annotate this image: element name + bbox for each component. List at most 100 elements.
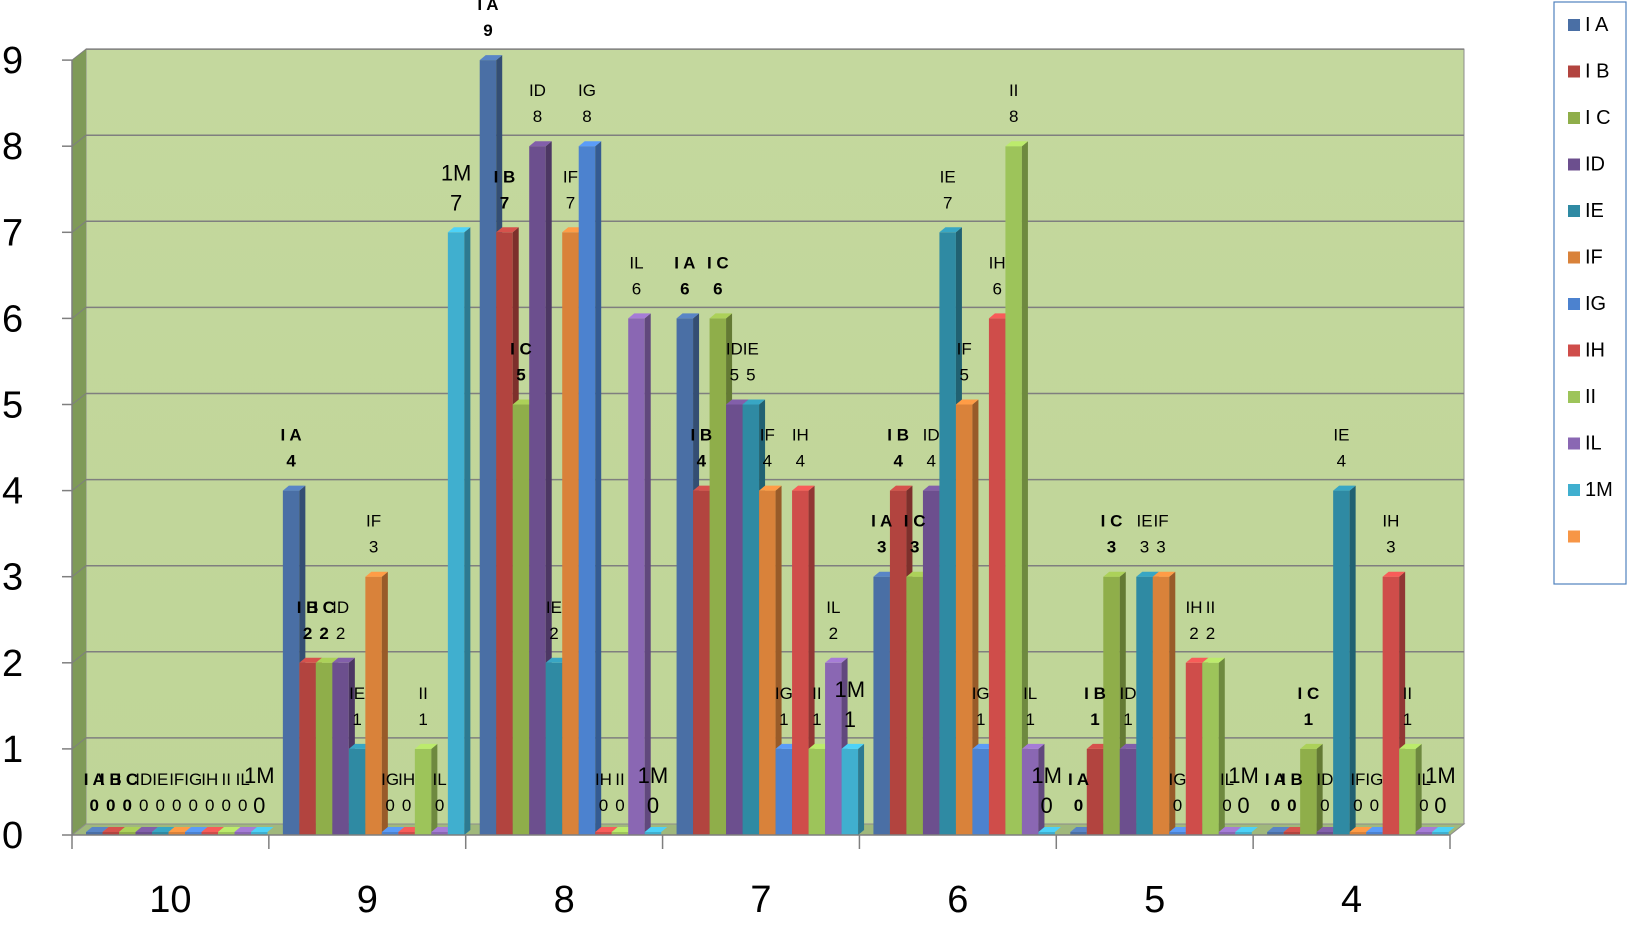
data-label-value: 6 — [632, 279, 641, 298]
bar — [1152, 576, 1170, 835]
bar-top — [332, 657, 355, 663]
bar-top — [234, 827, 257, 832]
bar-top — [201, 827, 224, 832]
legend-swatch — [1568, 158, 1580, 171]
data-label-value: 0 — [253, 793, 265, 818]
x-tick-label: 4 — [1341, 879, 1362, 921]
legend-swatch — [1568, 298, 1580, 310]
data-label-series-name: IL — [1023, 684, 1037, 703]
gridline-side — [71, 737, 87, 750]
legend-label: I C — [1585, 107, 1611, 129]
data-label-value: 8 — [1009, 107, 1018, 126]
data-label-series-name: IH — [1382, 512, 1399, 531]
legend-label: ID — [1585, 154, 1605, 176]
bar — [906, 576, 923, 835]
legend-label: I A — [1585, 14, 1609, 36]
data-label-series-name: IE — [349, 684, 365, 703]
data-label-series-name: IL — [433, 770, 447, 789]
data-label-value: 0 — [1173, 796, 1182, 815]
bar-top — [282, 485, 306, 491]
bar — [1300, 748, 1317, 835]
data-label-series-name: IF — [957, 340, 972, 359]
bar — [447, 232, 465, 836]
bar — [1136, 576, 1153, 835]
data-label-value: 0 — [615, 796, 624, 815]
bar-top — [1382, 571, 1406, 577]
bar — [825, 662, 842, 835]
legend-swatch — [1568, 65, 1580, 78]
data-label-series-name: IE — [940, 167, 956, 186]
bar-top — [1235, 827, 1258, 832]
data-label-value: 8 — [533, 107, 542, 126]
bar — [201, 832, 218, 835]
data-label-value: 0 — [1222, 796, 1231, 815]
data-label-series-name: IF — [1350, 770, 1365, 789]
legend-box — [1553, 1, 1627, 585]
legend-swatch — [1568, 112, 1580, 124]
bar-top — [1349, 827, 1373, 832]
data-label-series-name: ID — [135, 770, 152, 789]
bar — [1267, 832, 1284, 835]
data-label-value: 3 — [910, 538, 919, 557]
bar — [185, 832, 202, 835]
data-label-series-name: I C — [707, 253, 729, 272]
data-label-value: 6 — [680, 279, 689, 298]
y-tick-label: 2 — [2, 643, 23, 685]
legend-swatch — [1568, 391, 1580, 403]
data-label-series-name: I A — [1068, 770, 1089, 789]
bar-top — [86, 827, 109, 832]
data-label-series-name: I A — [871, 512, 892, 531]
bar-top — [1267, 827, 1290, 832]
bar — [282, 490, 300, 835]
bar-top — [1399, 743, 1422, 749]
bar-top — [218, 827, 241, 832]
bar — [972, 748, 989, 835]
data-label-series-name: 1M — [835, 677, 866, 702]
data-label-series-name: IH — [201, 770, 218, 789]
bars — [86, 55, 1455, 836]
data-label-value: 0 — [599, 796, 608, 815]
data-label-value: 0 — [435, 796, 444, 815]
legend-swatch — [1568, 205, 1580, 217]
gridline-side — [71, 220, 87, 233]
data-label-series-name: IG — [775, 684, 793, 703]
bar-top — [1038, 827, 1061, 832]
legend-label: IF — [1585, 247, 1603, 269]
data-label-series-name: IF — [169, 770, 184, 789]
data-label-series-name: II — [1206, 598, 1215, 617]
bar-top — [889, 485, 913, 491]
side-wall — [72, 49, 86, 836]
bar — [1218, 832, 1236, 835]
bar — [726, 404, 743, 835]
bar — [332, 662, 349, 835]
data-label-value: 5 — [746, 366, 755, 385]
data-label-series-name: IH — [1186, 598, 1203, 617]
data-label-value: 0 — [1353, 796, 1362, 815]
data-label-series-name: IE — [743, 340, 759, 359]
bar — [792, 490, 809, 835]
bar — [479, 60, 497, 836]
data-label-value: 1 — [1025, 710, 1034, 729]
bar — [496, 232, 513, 836]
data-label-series-name: II — [615, 770, 624, 789]
bar-top — [479, 55, 503, 61]
data-label-value: 0 — [1320, 796, 1329, 815]
data-label-value: 4 — [697, 452, 707, 471]
data-label-series-name: II — [1403, 684, 1412, 703]
data-label-series-name: II — [812, 684, 821, 703]
bar — [529, 146, 546, 835]
data-label-value: 4 — [926, 452, 935, 471]
bar-top — [825, 657, 848, 663]
data-label-value: 3 — [877, 538, 886, 557]
bar — [152, 832, 169, 835]
x-tick-label: 10 — [149, 879, 191, 921]
bar — [234, 832, 251, 835]
data-label-series-name: II — [418, 684, 427, 703]
bar-side — [1316, 743, 1323, 835]
bar — [628, 318, 645, 835]
bar — [545, 662, 563, 835]
data-label-series-name: IH — [792, 426, 809, 445]
bar-side — [1218, 657, 1225, 835]
data-label-value: 2 — [1189, 624, 1198, 643]
